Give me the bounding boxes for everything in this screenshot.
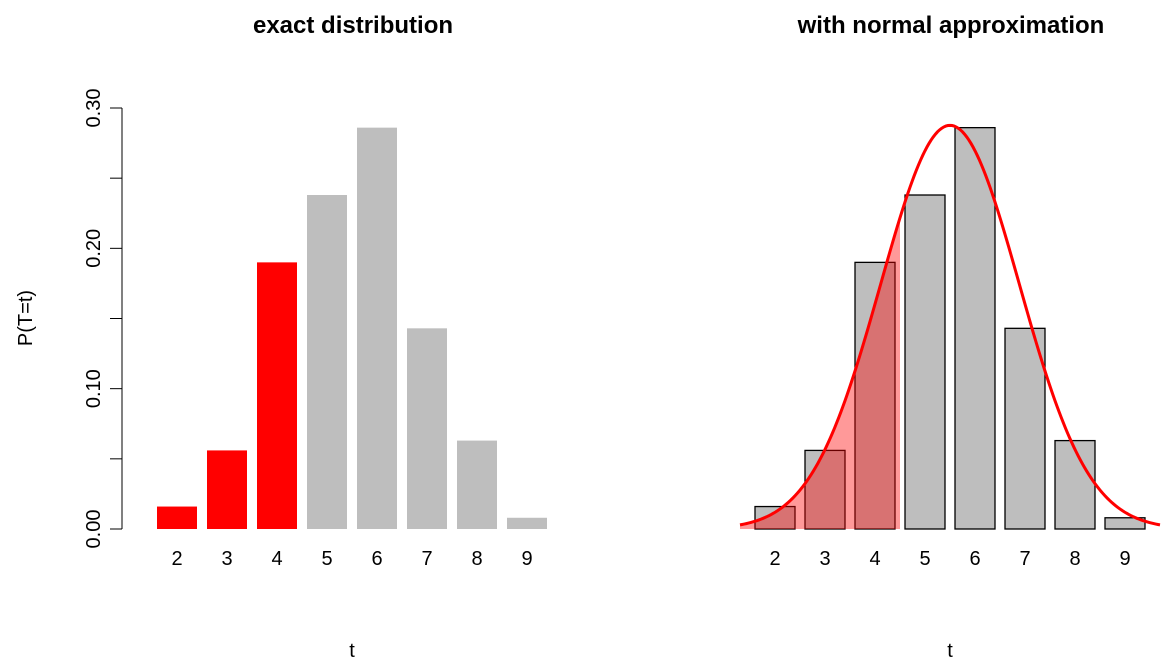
exact-distribution-panel: exact distribution P(T=t) t 0.00 0.10 0.20… (15, 12, 547, 662)
bars-approx (754, 126, 1146, 530)
y-tick-label: 0.00 (83, 510, 105, 549)
x-tick-label: 7 (421, 548, 432, 570)
y-tick-label: 0.20 (83, 229, 105, 268)
bar-8 (1054, 439, 1096, 530)
x-tick-label: 9 (521, 548, 532, 570)
x-tick-label: 4 (271, 548, 282, 570)
bar-2 (754, 505, 796, 530)
x-tick-label: 4 (869, 548, 880, 570)
x-tick-label: 5 (919, 548, 930, 570)
bar-7 (407, 328, 447, 529)
x-tick-label: 7 (1019, 548, 1030, 570)
y-axis: 0.00 0.10 0.20 0.30 (83, 89, 123, 549)
y-axis-label: P(T=t) (15, 290, 37, 346)
x-tick-label: 8 (471, 548, 482, 570)
normal-curve-line (739, 123, 1161, 527)
bar-9 (507, 517, 547, 529)
x-tick-label: 6 (371, 548, 382, 570)
x-axis-label-right: t (947, 640, 953, 662)
bar-6 (954, 126, 996, 530)
normal-curve (739, 123, 1161, 527)
x-tick-label: 2 (171, 548, 182, 570)
bar-4 (257, 262, 297, 529)
chart-title-normal: with normal approximation (797, 12, 1105, 39)
x-tick-label: 9 (1119, 548, 1130, 570)
bars-exact (157, 127, 547, 530)
x-tick-label: 3 (819, 548, 830, 570)
bar-5 (904, 194, 946, 530)
shaded-area (740, 217, 900, 530)
bar-6 (357, 127, 397, 529)
bar-7 (1004, 327, 1046, 530)
y-tick-label: 0.10 (83, 369, 105, 408)
bar-5 (307, 195, 347, 530)
x-tick-label: 8 (1069, 548, 1080, 570)
normal-approximation-panel: with normal approximation t 2 3 4 5 6 7 8 9 (739, 12, 1161, 662)
chart-title-exact: exact distribution (253, 12, 453, 39)
x-tick-label: 2 (769, 548, 780, 570)
bar-9 (1104, 517, 1146, 530)
bar-3 (804, 449, 846, 530)
x-tick-labels-right: 2 3 4 5 6 7 8 9 (769, 548, 1130, 570)
bar-8 (457, 440, 497, 529)
x-tick-labels-left: 2 3 4 5 6 7 8 9 (171, 548, 532, 570)
bar-2 (157, 506, 197, 529)
bar-3 (207, 450, 247, 529)
y-tick-label: 0.30 (83, 89, 105, 128)
x-tick-label: 3 (221, 548, 232, 570)
x-tick-label: 6 (969, 548, 980, 570)
x-tick-label: 5 (321, 548, 332, 570)
shaded-tail-area (740, 217, 900, 530)
x-axis-label-left: t (349, 640, 355, 662)
